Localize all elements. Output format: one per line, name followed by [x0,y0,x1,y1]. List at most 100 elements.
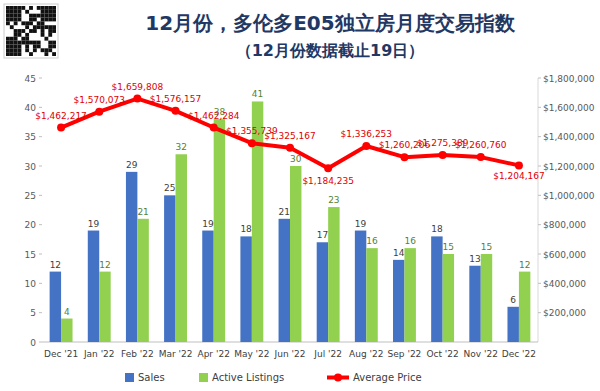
qr-cell [6,44,10,48]
qr-cell [18,41,22,45]
y2-tick-label: $1,000,000 [543,191,595,201]
qr-frame [4,4,58,58]
qr-cell [6,52,10,56]
y2-tick [538,283,541,284]
qr-cell [18,6,22,10]
qr-cell [25,25,29,29]
x-tick-label: Feb '22 [121,349,154,359]
qr-cell [44,52,48,56]
qr-cell [10,41,14,45]
price-label: $1,462,284 [188,111,240,121]
bar-label: 25 [164,183,175,193]
legend-label: Average Price [353,372,422,383]
qr-cell [6,41,10,45]
qr-cell [14,33,18,37]
qr-cell [14,48,18,52]
qr-cell [14,14,18,18]
price-marker [400,153,408,161]
qr-cell [44,10,48,14]
title: 12月份，多伦多E05独立房月度交易指数 [145,11,515,35]
y2-tick-label: $1,800,000 [543,74,595,84]
price-label: $1,184,235 [302,176,354,186]
y2-tick [538,312,541,313]
y2-tick-label: $800,000 [543,220,586,230]
price-label: $1,325,167 [264,131,316,141]
qr-cell [18,52,22,56]
qr-cell [21,37,25,41]
bar-label: 23 [328,195,339,205]
bar-label: 12 [99,260,110,270]
qr-cell [14,6,18,10]
x-tick-label: Nov '22 [464,349,498,359]
bar [61,319,72,342]
bar [431,236,442,342]
bar-label: 18 [431,224,443,234]
bar [240,236,251,342]
qr-cell [18,18,22,22]
data-labels: 1219292519182117191418136412213238413023… [35,82,544,317]
price-line [61,99,519,169]
qr-cell [48,48,52,52]
y-tick [39,312,42,313]
y2-tick-label: $1,600,000 [543,103,595,113]
qr-cell [10,48,14,52]
qr-cell [25,37,29,41]
bar-label: 6 [510,295,516,305]
qr-cell [6,18,10,22]
qr-cell [41,33,45,37]
qr-cell [10,44,14,48]
bar [366,248,377,342]
qr-cell [6,10,10,14]
bar-label: 41 [252,89,263,99]
bar-label: 17 [317,230,328,240]
bar [469,266,480,342]
bar [290,166,301,342]
price-label: $1,336,253 [341,129,393,139]
bar [279,219,290,342]
y-tick [39,107,42,108]
bar [404,248,415,342]
legend-label: Active Listings [212,372,284,383]
qr-cell [33,48,37,52]
qr-cell [44,48,48,52]
y2-tick-label: $200,000 [543,308,586,318]
bar [137,219,148,342]
bar [214,119,225,342]
price-marker [133,95,141,103]
bar [88,231,99,342]
price-marker [286,144,294,152]
y-tick-label: 45 [25,74,36,84]
qr-cell [29,52,33,56]
bar [481,254,492,342]
qr-cell [52,18,56,22]
qr-cell [44,25,48,29]
plot-marks [50,95,531,342]
qr-cell [29,18,33,22]
price-marker [439,151,447,159]
qr-cell [37,6,41,10]
qr-cell [37,14,41,18]
bar-label: 30 [290,154,302,164]
price-marker [248,139,256,147]
qr-cell [14,44,18,48]
qr-cell [41,25,45,29]
qr-cell [52,44,56,48]
qr-cell [18,14,22,18]
qr-cell [48,6,52,10]
qr-cell [6,37,10,41]
price-label: $1,462,217 [35,111,87,121]
y2-tick-label: $1,400,000 [543,132,595,142]
qr-cell [10,18,14,22]
bar [99,272,110,342]
legend-swatch [199,373,208,382]
qr-code [4,4,58,58]
x-tick-label: Dec '21 [44,349,78,359]
y2-tick-label: $400,000 [543,279,586,289]
qr-cell [48,29,52,33]
y-tick-label: 10 [25,279,37,289]
bar-label: 16 [366,236,378,246]
bar [355,231,366,342]
legend-label: Sales [138,372,165,383]
y-tick [39,342,42,343]
legend-swatch [125,373,134,382]
